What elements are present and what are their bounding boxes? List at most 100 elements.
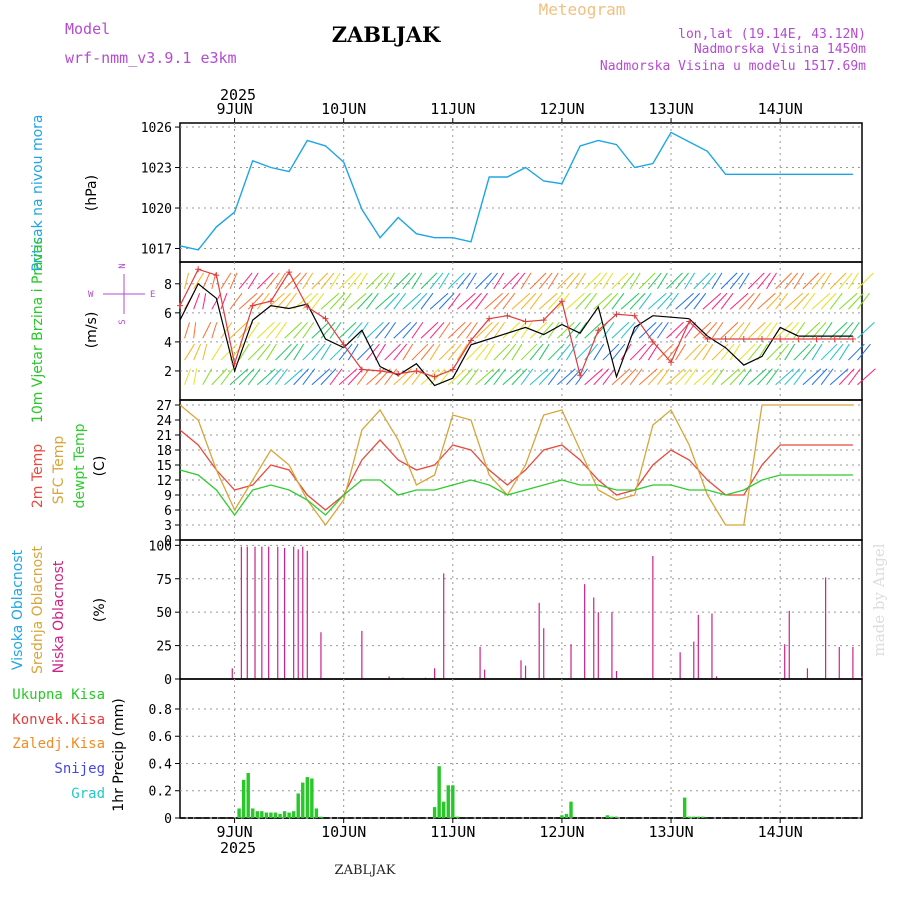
wind-arrow [347, 292, 367, 310]
wind-arrow [747, 292, 761, 310]
wind-arrow [402, 321, 418, 339]
wind-arrow [766, 368, 779, 386]
wind-arrow [784, 272, 799, 290]
wind-arrow [657, 368, 670, 386]
wind-arrow [820, 343, 838, 361]
wind-arrow [293, 368, 310, 386]
date-axis-top: 9JUN 10JUN 11JUN 12JUN 13JUN 14JUN [216, 100, 803, 123]
wind-speed-line [179, 282, 853, 387]
wind-arrow [638, 343, 653, 361]
wind-arrow [247, 292, 264, 310]
wind-arrow [584, 321, 602, 339]
wind-arrow [647, 368, 664, 386]
precip-bar [237, 808, 241, 818]
wind-arrow [375, 343, 386, 361]
wind-arrow [775, 321, 793, 339]
wind-arrow [202, 343, 208, 361]
wind-arrow [738, 292, 755, 310]
wind-arrow [766, 343, 783, 361]
gust-marker [631, 312, 638, 319]
wind-arrow [411, 292, 428, 310]
wind-arrow [575, 272, 586, 290]
wind-arrow [466, 343, 483, 361]
wind-arrow [547, 272, 559, 290]
wind-arrow [302, 272, 314, 290]
precip-ytick-label: 0.6 [149, 730, 172, 745]
product-title: Meteogram [539, 0, 626, 19]
temp-ytick-label: 6 [164, 504, 172, 519]
wind-arrow [666, 272, 683, 290]
precip-label-rain: Ukupna Kisa [12, 687, 105, 703]
date-top-label: 10JUN [321, 100, 366, 118]
date-top-label: 9JUN [216, 100, 252, 118]
wind-arrow [766, 292, 782, 310]
model-label: Model [65, 20, 110, 38]
wind-arrow [520, 272, 532, 290]
wind-arrow [256, 292, 270, 310]
cloud-frame [179, 539, 863, 680]
wind-arrow [647, 321, 663, 339]
wind-arrow [366, 292, 379, 310]
wind-arrow [857, 292, 870, 310]
precip-bar [241, 779, 246, 818]
precip-bar [296, 793, 300, 818]
wind-arrow [211, 292, 222, 310]
wind-arrow [447, 343, 462, 361]
gust-marker [595, 327, 602, 334]
gust-marker [649, 338, 656, 345]
wind-arrow [229, 343, 244, 361]
gust-marker [358, 366, 365, 373]
precip-bar [455, 816, 460, 818]
wind-arrow [538, 321, 554, 339]
wind-arrow [784, 343, 796, 361]
wind-arrow [656, 272, 668, 290]
wind-ytick-label: 8 [164, 278, 172, 293]
precip-bar [446, 785, 450, 818]
wind-arrow [520, 321, 533, 339]
gust-marker [267, 298, 274, 305]
wind-arrow [529, 292, 543, 310]
wind-arrow [266, 321, 281, 339]
wind-arrow [602, 321, 615, 339]
wind-arrow [575, 368, 588, 386]
compass-west: W [88, 290, 94, 300]
wind-arrow [456, 343, 468, 361]
precip-bar [314, 808, 319, 818]
wind-arrow [384, 368, 398, 386]
precip-bar [264, 812, 269, 818]
wind-arrow [356, 321, 369, 339]
wind-arrow [329, 292, 346, 310]
gust-marker [467, 337, 474, 344]
watermark: made by Angel [870, 543, 888, 656]
wind-arrow [293, 321, 309, 339]
wind-arrow [820, 292, 837, 310]
date-bottom-label: 10JUN [321, 823, 366, 841]
wind-arrow [202, 368, 213, 386]
temp-ytick-label: 27 [156, 399, 172, 414]
wind-arrow [366, 321, 384, 339]
wind-arrow [820, 368, 834, 386]
pressure-ytick-label: 1023 [141, 162, 172, 177]
wind-arrow [647, 292, 667, 310]
wind-arrow [847, 368, 861, 386]
wind-arrow [729, 368, 746, 386]
gust-marker [577, 372, 584, 379]
wind-arrow [302, 343, 320, 361]
wind-arrow [793, 292, 810, 310]
wind-arrow [320, 343, 332, 361]
station-title: ZABLJAK [332, 22, 441, 47]
wind-arrow [802, 292, 816, 310]
cloud-label-low: Niska Oblacnost [51, 560, 67, 673]
wind-arrow [356, 292, 373, 310]
precip-bar [442, 801, 446, 818]
wind-arrow [475, 272, 492, 290]
precip-ytick-label: 0.8 [149, 703, 172, 718]
wind-arrow [720, 272, 738, 290]
wind-arrow [784, 292, 804, 310]
wind-arrow [729, 292, 749, 310]
wind-arrow [502, 272, 520, 290]
wind-arrow [602, 368, 616, 386]
wind-arrow [793, 368, 807, 386]
gust-marker [849, 335, 856, 342]
